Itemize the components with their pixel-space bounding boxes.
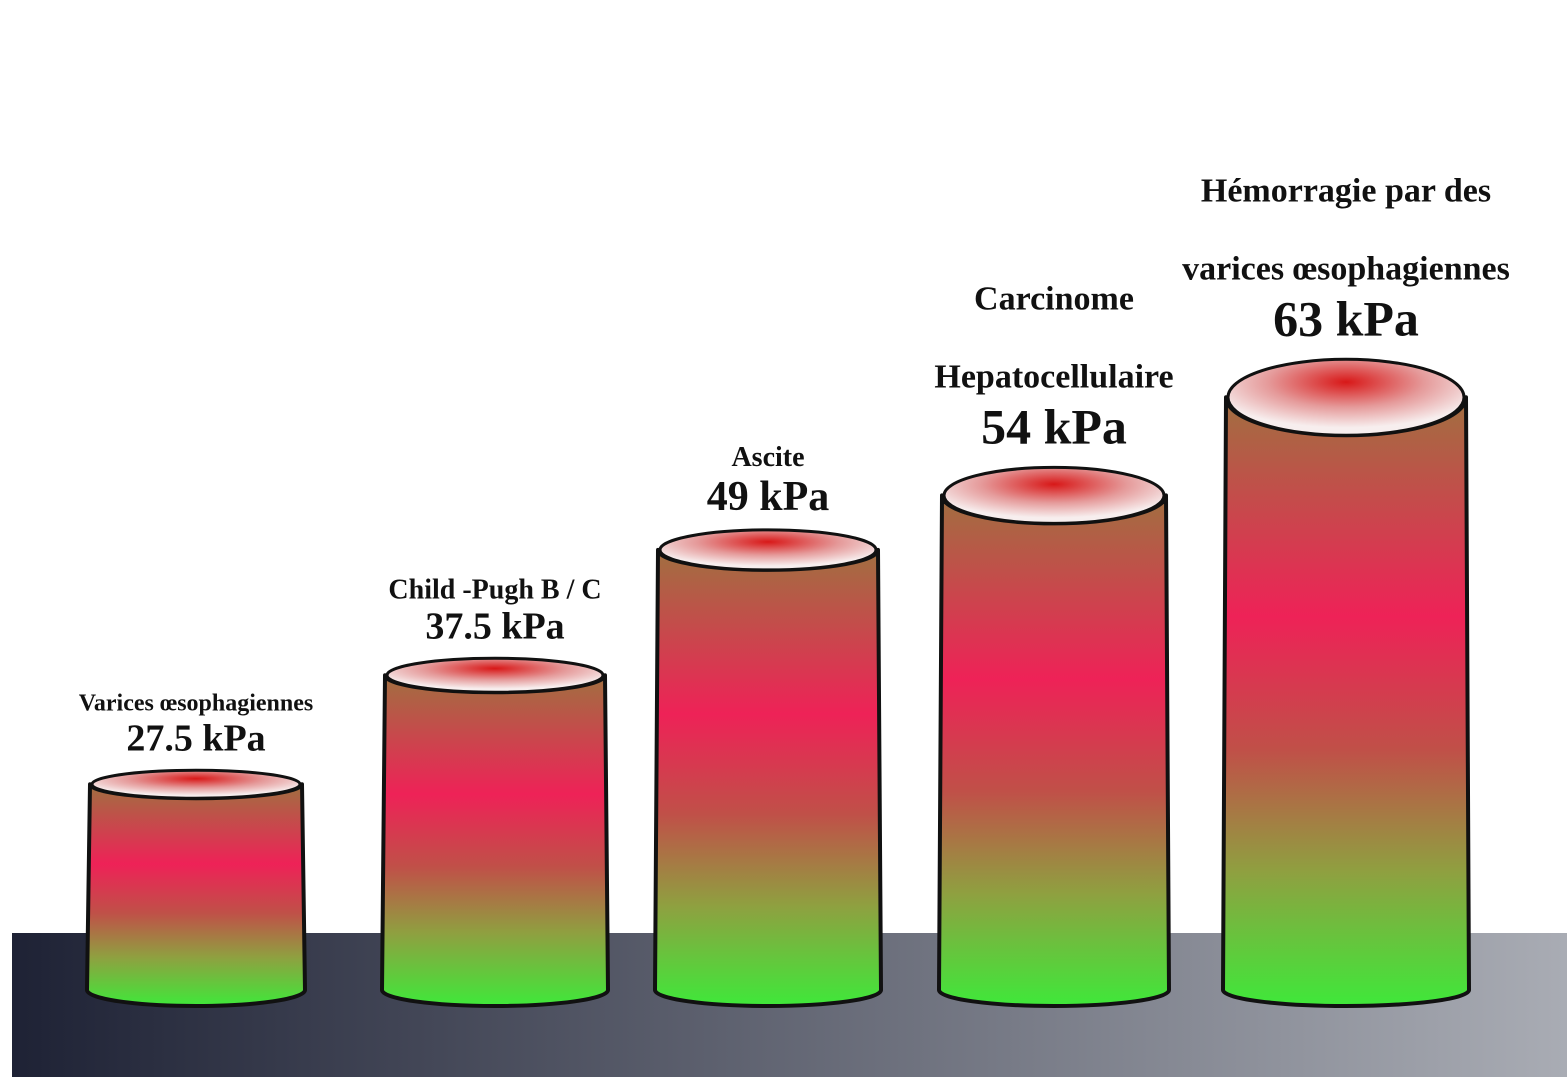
cylinder-top-1 — [90, 768, 302, 800]
cylinder-bar-5 — [1221, 395, 1471, 1008]
value-label-5: 63 kPa — [1273, 290, 1419, 346]
category-label-2-line-1: Child -Pugh B / C — [388, 574, 601, 605]
cylinder-bar-2 — [380, 673, 610, 1008]
cylinder-bar-3 — [653, 547, 883, 1008]
value-label-1: 27.5 kPa — [126, 717, 265, 759]
cylinder-top-2 — [385, 656, 605, 694]
category-label-4-line-1: Carcinome — [974, 280, 1134, 317]
category-label-5-line-1: Hémorragie par des — [1201, 172, 1491, 209]
cylinder-top-3 — [658, 528, 878, 572]
cylinder-top-5 — [1226, 357, 1466, 437]
bars-group — [85, 357, 1471, 1008]
value-label-3: 49 kPa — [707, 474, 830, 520]
category-label-5-line-2: varices œsophagiennes — [1182, 250, 1510, 287]
category-label-4-line-2: Hepatocellulaire — [934, 358, 1173, 395]
value-label-4: 54 kPa — [981, 398, 1127, 454]
category-label-3-line-1: Ascite — [731, 442, 804, 473]
cylinder-bar-4 — [937, 493, 1171, 1008]
cylinder-bar-1 — [85, 782, 307, 1008]
value-label-2: 37.5 kPa — [425, 605, 564, 647]
category-label-1-line-1: Varices œsophagiennes — [79, 690, 313, 716]
cylinder-top-4 — [942, 465, 1166, 525]
